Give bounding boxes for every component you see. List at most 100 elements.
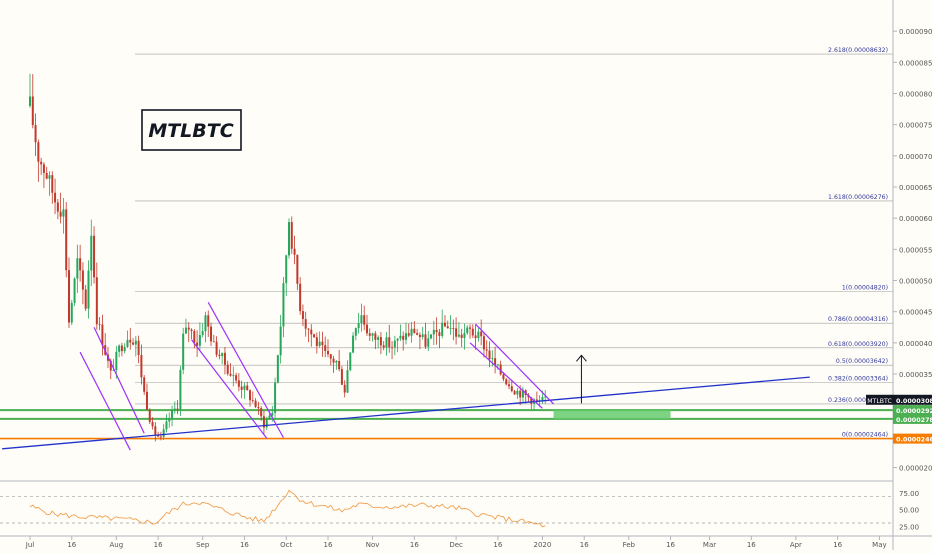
candle-body [240, 386, 243, 390]
candle-body [168, 418, 171, 422]
candle-body [123, 346, 126, 352]
candle-body [237, 380, 240, 387]
time-axis-tick-label: Aug [109, 541, 123, 549]
candle-body [488, 350, 491, 360]
candle-body [480, 331, 483, 337]
candle-body [329, 354, 332, 359]
candle-body [438, 332, 441, 336]
candle-body [109, 360, 112, 371]
candle-body [171, 410, 174, 419]
candle-body [176, 408, 179, 410]
candle-body [140, 354, 143, 378]
candle-body [496, 364, 499, 366]
time-axis-tick-label: Mar [703, 541, 716, 549]
candle-body [382, 345, 385, 348]
candle-body [260, 408, 263, 417]
candle-body [56, 202, 59, 212]
candle-body [90, 235, 93, 271]
candle-body [79, 258, 82, 271]
candle-body [535, 399, 538, 401]
candle-body [246, 385, 249, 391]
candle-body [143, 377, 146, 392]
candle-body [42, 164, 45, 173]
candle-body [159, 436, 162, 438]
fib-level-label: 2.618(0.00008632) [828, 47, 888, 54]
candle-body [402, 335, 405, 340]
rsi-tick-label: 25.00 [899, 523, 919, 531]
candle-body [87, 270, 90, 309]
candle-body [162, 429, 165, 437]
candle-body [315, 337, 318, 346]
candle-body [229, 373, 232, 376]
price-axis-tick-label: 0.00003500 [899, 371, 932, 379]
candle-body [249, 390, 252, 401]
price-axis-tick-label: 0.00007500 [899, 122, 932, 130]
candle-body [432, 329, 435, 335]
candle-body [399, 335, 402, 339]
candle-body [290, 222, 293, 249]
time-axis-tick-label: 16 [410, 541, 419, 549]
price-badge-value: 0.00002464 [896, 436, 932, 444]
rsi-line [29, 489, 546, 528]
candle-body [268, 415, 271, 420]
candle-body [482, 336, 485, 350]
candle-body [513, 391, 516, 395]
candle-body [271, 412, 274, 416]
candle-body [343, 384, 346, 393]
candle-body [505, 379, 508, 385]
channel-lower-line [191, 339, 268, 439]
candle-body [251, 400, 254, 401]
candle-body [463, 333, 466, 338]
candle-body [190, 329, 193, 332]
fib-level-label: 1.618(0.00006276) [828, 194, 888, 201]
candle-body [101, 324, 104, 346]
price-axis-tick-label: 0.00005500 [899, 246, 932, 254]
candle-body [363, 315, 366, 325]
candle-body [59, 211, 62, 217]
candle-body [491, 358, 494, 360]
candle-body [76, 258, 79, 279]
time-axis-tick-label: Sep [196, 541, 210, 549]
channel-upper-line [207, 302, 284, 438]
candle-body [516, 390, 519, 395]
candle-body [215, 341, 218, 355]
candle-body [544, 396, 547, 398]
candle-body [352, 335, 355, 353]
candle-body [235, 375, 238, 381]
candle-body [301, 311, 304, 320]
time-axis[interactable]: Jul 16 Aug 16 Sep 16 Oct 16 Nov 16 Dec 16 2020 16 Feb 1… [25, 536, 887, 549]
time-axis-tick-label: 16 [666, 541, 675, 549]
time-axis-tick-label: 16 [154, 541, 163, 549]
price-axis-tick-label: 0.00007000 [899, 153, 932, 161]
price-badge-value: 0.00003087 [896, 397, 932, 405]
candle-body [201, 331, 204, 336]
candle-body [416, 333, 419, 335]
fib-level-label: 0(0.00002464) [842, 432, 888, 439]
fib-level-label: 0.382(0.00003364) [828, 376, 888, 383]
candle-body [288, 222, 291, 256]
candle-body [31, 96, 34, 126]
candle-body [460, 334, 463, 338]
candle-body [73, 278, 76, 303]
candle-body [391, 347, 394, 349]
target-arrow-head [576, 354, 587, 362]
candle-body [65, 209, 68, 271]
candle-body [29, 96, 31, 106]
candle-body [179, 369, 182, 410]
candle-body [443, 322, 446, 327]
candle-body [210, 326, 213, 342]
candle-body [469, 327, 472, 329]
candle-body [93, 235, 96, 278]
candle-body [218, 354, 221, 357]
candle-body [424, 334, 427, 347]
candle-body [115, 351, 118, 371]
candle-body [126, 339, 129, 347]
fib-level-label: 0.618(0.00003920) [828, 341, 888, 348]
candle-body [151, 421, 154, 427]
candle-body [326, 351, 329, 355]
candle-body [318, 341, 321, 346]
candle-body [265, 419, 268, 428]
time-axis-tick-label: 2020 [534, 541, 552, 549]
candle-body [98, 324, 101, 326]
